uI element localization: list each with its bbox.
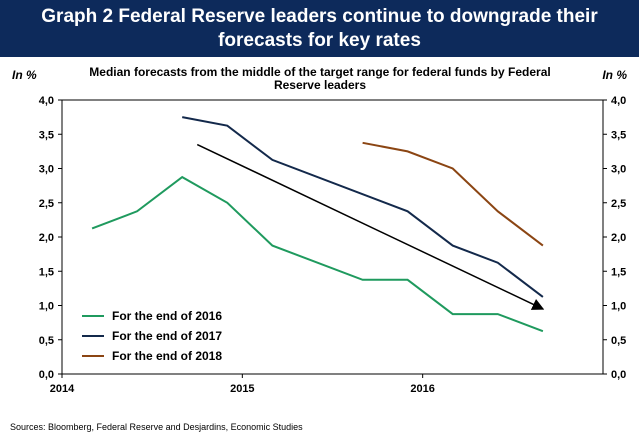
source-note: Sources: Bloomberg, Federal Reserve and …: [10, 422, 303, 432]
y-tick-label-left: 1,5: [39, 266, 54, 278]
y-tick-label-left: 0,5: [39, 335, 54, 347]
y-tick-label-right: 0,0: [611, 369, 626, 381]
y-tick-label-left: 3,5: [39, 129, 54, 141]
legend-label-3: For the end of 2018: [112, 349, 222, 363]
chart-title: Median forecasts from the middle of the …: [89, 65, 551, 92]
x-tick-label: 2014: [50, 383, 75, 395]
y-tick-label-right: 2,0: [611, 232, 626, 244]
y-axis-unit-right: In %: [602, 68, 627, 82]
series-line-1: [91, 175, 544, 333]
y-tick-label-right: 3,5: [611, 129, 626, 141]
series-line-3: [362, 141, 544, 247]
y-tick-label-right: 3,0: [611, 164, 626, 176]
trend-arrow: [196, 143, 545, 310]
y-axis-unit-left: In %: [12, 68, 37, 82]
y-tick-label-right: 0,5: [611, 335, 626, 347]
legend-label-1: For the end of 2016: [112, 309, 222, 323]
y-tick-label-left: 3,0: [39, 164, 54, 176]
y-tick-label-right: 4,0: [611, 95, 626, 107]
y-tick-label-left: 1,0: [39, 301, 54, 313]
y-tick-label-left: 2,0: [39, 232, 54, 244]
legend-label-2: For the end of 2017: [112, 329, 222, 343]
y-tick-label-left: 0,0: [39, 369, 54, 381]
series-line-2: [182, 116, 544, 298]
y-tick-label-right: 1,0: [611, 301, 626, 313]
y-tick-label-left: 4,0: [39, 95, 54, 107]
y-tick-label-left: 2,5: [39, 198, 54, 210]
chart-header-banner: Graph 2 Federal Reserve leaders continue…: [0, 0, 639, 57]
y-tick-label-right: 1,5: [611, 266, 626, 278]
x-tick-label: 2015: [230, 383, 254, 395]
x-tick-label: 2016: [410, 383, 434, 395]
chart-header-title: Graph 2 Federal Reserve leaders continue…: [41, 5, 598, 51]
y-tick-label-right: 2,5: [611, 198, 626, 210]
